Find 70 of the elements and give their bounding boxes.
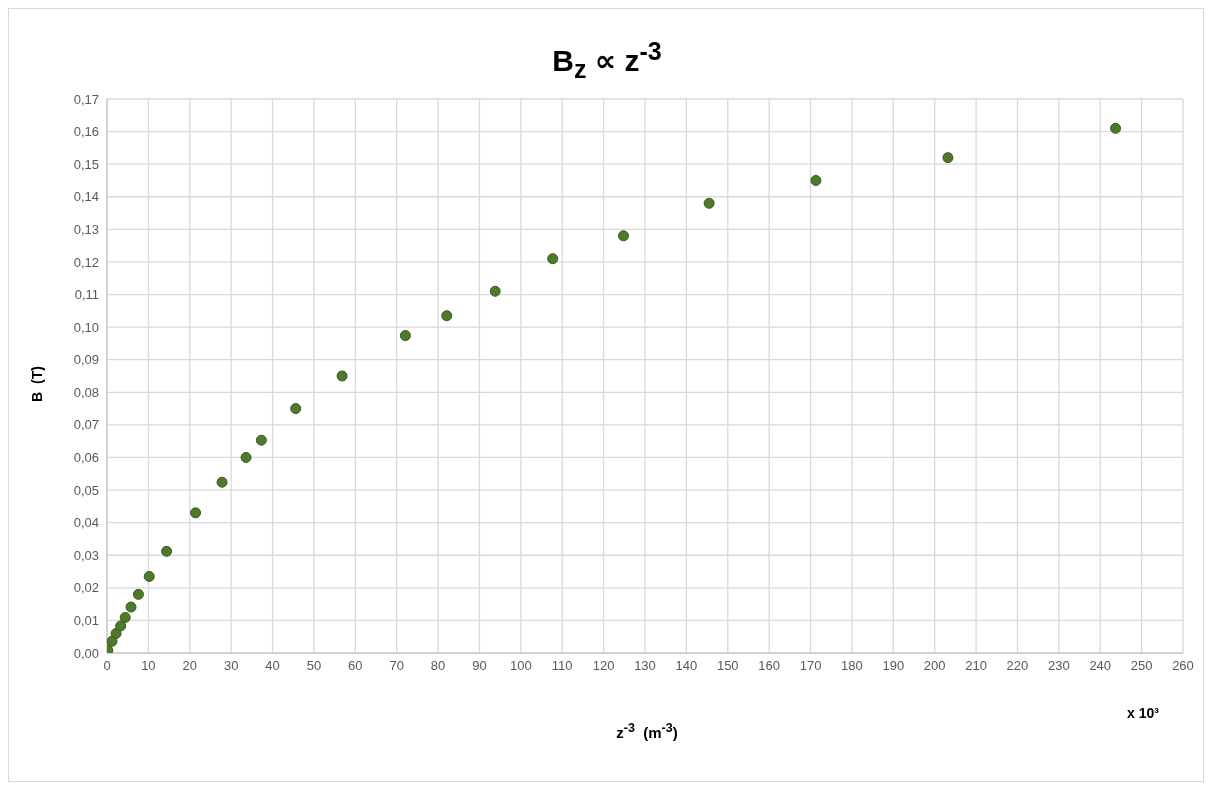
point [143, 570, 155, 582]
point [441, 310, 453, 322]
y-tick-label: 0,10 [73, 319, 99, 335]
y-tick-label: 0,11 [74, 287, 99, 303]
y-tick-label: 0,12 [73, 254, 99, 270]
x-tick-label: 0 [103, 658, 111, 674]
point [255, 434, 267, 446]
point [810, 174, 822, 186]
x-tick-label: 20 [182, 658, 197, 674]
y-tick-label: 0,04 [73, 515, 99, 531]
y-tick-label: 0,07 [73, 417, 99, 433]
x-tick-label: 60 [348, 658, 363, 674]
x-tick-label: 90 [472, 658, 487, 674]
y-tick-label: 0,15 [73, 156, 99, 172]
x-tick-label: 210 [965, 658, 987, 674]
point [942, 152, 954, 164]
point [547, 253, 559, 265]
x-tick-label: 250 [1130, 658, 1153, 674]
y-tick-label: 0,13 [73, 221, 99, 237]
x-tick-label: 30 [223, 658, 239, 674]
point [132, 588, 144, 600]
x-tick-label: 110 [551, 658, 573, 674]
x-axis-title: z$^{-3}$ (m$^{-3}$) [615, 721, 679, 741]
y-tick-label: 0,08 [73, 384, 99, 400]
y-tick-label: 0,14 [73, 189, 99, 205]
x-tick-label: 170 [799, 658, 822, 674]
y-tick-label: 0,09 [73, 352, 99, 368]
y-tick-label: 0,06 [73, 450, 99, 466]
y-tick-label: 0,01 [73, 613, 99, 629]
x-tick-label: 10 [141, 658, 156, 674]
point [216, 476, 228, 488]
point [617, 230, 629, 242]
point [119, 611, 131, 623]
x-tick-label: 190 [882, 658, 905, 674]
x-tick-label: 260 [1172, 658, 1194, 674]
x-tick-label: 150 [716, 658, 739, 674]
x-tick-label: 180 [841, 658, 863, 674]
x-tick-label: 100 [509, 658, 532, 674]
x-tick-label: 130 [634, 658, 656, 674]
y-tick-label: 0,16 [73, 124, 99, 140]
y-tick-label: 0,00 [73, 645, 99, 661]
text: x 10³ [1127, 705, 1159, 721]
point [1110, 122, 1122, 134]
chart-title: B$_{z}$ ∝ z$^{-3}$ [551, 37, 663, 84]
point [290, 403, 302, 415]
y-tick-label: 0,03 [73, 547, 99, 563]
point [190, 507, 202, 519]
x-tick-label: 70 [389, 658, 404, 674]
point [115, 620, 127, 632]
y-tick-label: 0,02 [73, 580, 99, 596]
point [161, 545, 173, 557]
x-tick-label: 50 [306, 658, 322, 674]
x-tick-label: 220 [1006, 658, 1029, 674]
x-tick-label: 200 [923, 658, 946, 674]
x-tick-label: 120 [592, 658, 615, 674]
x-tick-label: 230 [1047, 658, 1070, 674]
x-tick-label: 160 [758, 658, 781, 674]
y-axis-title: B (T) [29, 366, 45, 402]
x-tick-label: 40 [265, 658, 280, 674]
x-tick-label: 80 [430, 658, 446, 674]
x-tick-label: 240 [1089, 658, 1112, 674]
point [703, 197, 715, 209]
y-tick-label: 0,17 [73, 91, 99, 107]
point [399, 330, 411, 342]
point [240, 451, 252, 463]
point [336, 370, 348, 382]
point [489, 285, 501, 297]
point [125, 601, 137, 613]
y-tick-label: 0,05 [73, 482, 99, 498]
x-tick-label: 140 [675, 658, 698, 674]
